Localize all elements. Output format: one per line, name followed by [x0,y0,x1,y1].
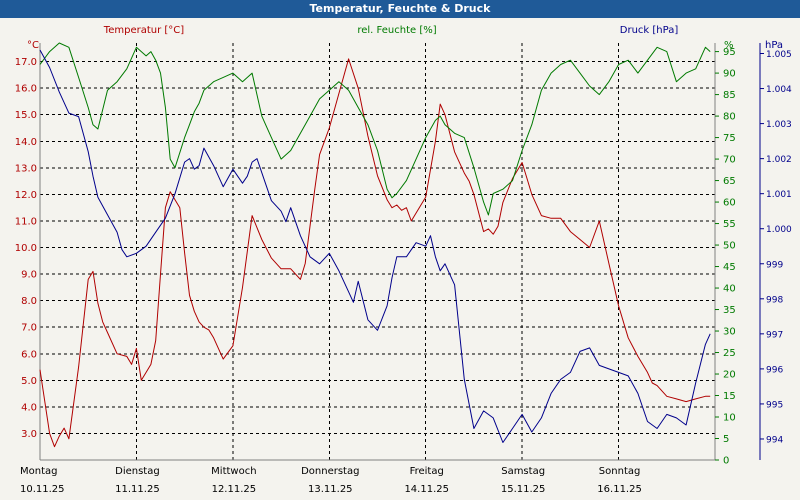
humidity-tick-label: 60 [723,198,736,209]
pressure-tick-label: 999 [766,260,783,270]
pressure-tick-label: 998 [766,295,783,305]
x-label-day: Donnerstag [301,466,359,477]
series-lines [39,42,711,448]
chart-background [0,18,800,500]
temperature-tick-label: 8.0 [21,296,37,307]
x-label-day: Montag [20,466,57,477]
x-label-date: 12.11.25 [212,484,257,495]
x-label-date: 10.11.25 [20,484,65,495]
x-label-day: Dienstag [115,466,160,477]
pressure-tick-label: 1.001 [766,190,792,200]
temperature-tick-label: 10.0 [15,243,37,254]
temperature-tick-label: 12.0 [15,190,37,201]
temperature-unit-label: °C [27,40,39,51]
humidity-tick-label: 25 [723,348,736,359]
x-label-date: 13.11.25 [308,484,353,495]
temperature-tick-label: 3.0 [21,429,37,440]
humidity-tick-label: 45 [723,262,736,273]
weather-chart: 3.0 4.0 5.0 6.0 7.0 8.0 9.0 10.0 11.0 12.0 13.0 14.… [0,18,800,500]
humidity-tick-label: 5 [723,434,729,445]
humidity-tick-label: 80 [723,112,736,123]
grid [39,43,761,461]
pressure-tick-label: 1.000 [766,225,792,235]
humidity-tick-label: 85 [723,90,736,101]
pressure-tick-label: 1.002 [766,155,792,165]
pressure-unit-label: hPa [765,40,783,51]
temperature-line [39,58,711,448]
humidity-tick-label: 10 [723,413,736,424]
chart-title: Temperatur, Feuchte & Druck [0,0,800,18]
pressure-tick-label: 997 [766,330,783,340]
pressure-line [39,49,711,443]
humidity-ticks: 0 5 10 15 20 25 30 35 40 45 50 55 60 65 70 75 80 85 90 95 [715,47,736,467]
x-label-day: Mittwoch [211,466,256,477]
temperature-tick-label: 14.0 [15,137,37,148]
temperature-tick-label: 5.0 [21,376,37,387]
humidity-tick-label: 75 [723,133,736,144]
x-label-date: 11.11.25 [115,484,160,495]
x-label-date: 15.11.25 [501,484,546,495]
humidity-tick-label: 20 [723,370,736,381]
pressure-tick-label: 1.004 [766,85,792,95]
x-label-date: 16.11.25 [597,484,642,495]
humidity-tick-label: 70 [723,155,736,166]
humidity-line [39,42,711,216]
humidity-tick-label: 95 [723,47,736,58]
temperature-tick-label: 11.0 [15,216,37,227]
pressure-tick-label: 994 [766,435,783,445]
temperature-tick-label: 13.0 [15,163,37,174]
temperature-tick-label: 17.0 [15,57,37,68]
pressure-tick-label: 995 [766,400,783,410]
x-label-day: Sonntag [599,466,641,477]
temperature-tick-label: 4.0 [21,402,37,413]
humidity-tick-label: 55 [723,219,736,230]
temperature-tick-label: 15.0 [15,110,37,121]
pressure-tick-label: 996 [766,365,783,375]
x-label-day: Samstag [501,466,545,477]
humidity-tick-label: 15 [723,391,736,402]
x-label-date: 14.11.25 [404,484,449,495]
temperature-tick-label: 16.0 [15,84,37,95]
humidity-tick-label: 50 [723,241,736,252]
humidity-tick-label: 0 [723,456,729,467]
humidity-tick-label: 90 [723,69,736,80]
temperature-tick-label: 6.0 [21,349,37,360]
humidity-tick-label: 65 [723,176,736,187]
pressure-tick-label: 1.003 [766,120,792,130]
temperature-tick-label: 7.0 [21,323,37,334]
temperature-tick-label: 9.0 [21,270,37,281]
humidity-tick-label: 35 [723,305,736,316]
humidity-legend: rel. Feuchte [%] [357,25,436,36]
temperature-ticks: 3.0 4.0 5.0 6.0 7.0 8.0 9.0 10.0 11.0 12.0 13.0 14.… [15,57,37,440]
humidity-tick-label: 40 [723,284,736,295]
pressure-ticks: 994 995 996 997 998 999 1.000 1.001 1.002 1.003 1.… [760,50,792,445]
humidity-tick-label: 30 [723,327,736,338]
pressure-tick-label: 1.005 [766,50,792,60]
x-axis-labels: Montag 10.11.25 Dienstag 11.11.25 Mittwoch 12… [20,466,642,495]
humidity-unit-label: % [724,40,734,51]
x-label-day: Freitag [410,466,444,477]
temperature-legend: Temperatur [°C] [103,25,184,36]
pressure-legend: Druck [hPa] [620,25,679,36]
